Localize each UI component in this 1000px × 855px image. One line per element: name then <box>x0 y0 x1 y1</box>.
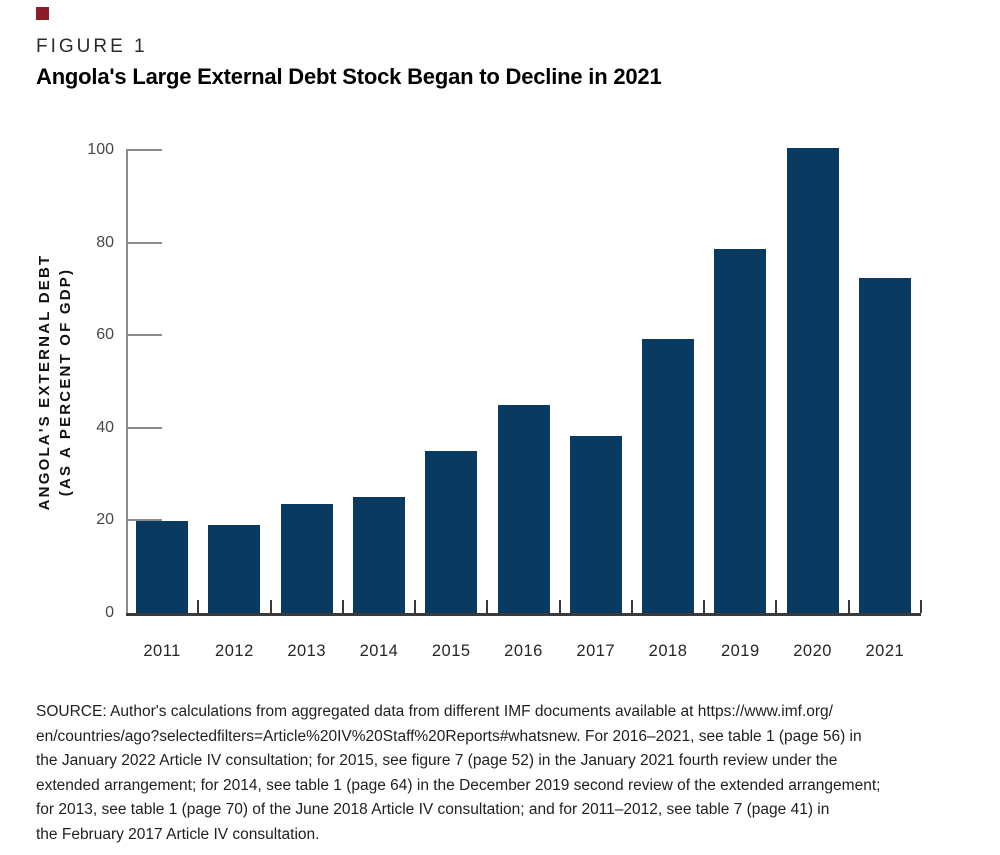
bar-2019 <box>714 249 767 613</box>
y-axis-title: ANGOLA'S EXTERNAL DEBT (AS A PERCENT OF … <box>36 253 74 510</box>
bar-2012 <box>208 525 261 613</box>
y-axis-line <box>126 150 128 613</box>
source-note: SOURCE: Author's calculations from aggre… <box>36 703 881 843</box>
y-axis-tick <box>126 241 162 244</box>
x-tick-label-2019: 2019 <box>720 642 760 660</box>
y-tick-label-80: 80 <box>96 233 114 251</box>
y-axis-tick <box>126 334 162 337</box>
x-axis-tick <box>197 600 200 613</box>
y-tick-label-40: 40 <box>96 418 114 436</box>
bar-2014 <box>352 497 405 613</box>
bar-2021 <box>858 277 911 613</box>
x-tick-label-2018: 2018 <box>648 642 688 660</box>
x-axis-tick <box>558 600 561 613</box>
y-axis-tick <box>126 519 162 522</box>
x-tick-label-2013: 2013 <box>287 642 327 660</box>
x-tick-label-2015: 2015 <box>431 642 471 660</box>
x-axis-tick <box>486 600 489 613</box>
x-tick-label-2014: 2014 <box>359 642 399 660</box>
x-axis-tick <box>414 600 417 613</box>
brand-square-icon <box>36 7 49 20</box>
x-tick-label-2017: 2017 <box>576 642 616 660</box>
y-axis-tick <box>126 426 162 429</box>
x-axis-tick <box>269 600 272 613</box>
bar-chart: ANGOLA'S EXTERNAL DEBT (AS A PERCENT OF … <box>36 141 922 660</box>
bar-2018 <box>642 338 695 613</box>
y-tick-label-60: 60 <box>96 326 114 344</box>
bar-2017 <box>569 436 622 613</box>
x-axis-tick <box>703 600 706 613</box>
bar-2015 <box>425 450 478 613</box>
x-axis-tick <box>920 600 922 613</box>
x-axis-tick <box>775 600 778 613</box>
x-tick-label-2012: 2012 <box>215 642 254 660</box>
y-axis-tick <box>126 149 162 151</box>
x-axis-tick <box>341 600 344 613</box>
x-tick-label-2011: 2011 <box>143 642 181 660</box>
x-tick-label-2016: 2016 <box>504 642 543 660</box>
y-tick-label-100: 100 <box>87 141 114 158</box>
x-tick-label-2020: 2020 <box>793 642 832 660</box>
y-tick-label-0: 0 <box>105 604 114 621</box>
x-axis-tick <box>630 600 633 613</box>
figure-title: Angola's Large External Debt Stock Began… <box>36 64 662 89</box>
bar-2013 <box>280 504 333 613</box>
bar-2011 <box>136 521 189 613</box>
x-tick-label-2021: 2021 <box>865 642 905 660</box>
x-axis-tick <box>847 600 850 613</box>
bar-2020 <box>786 147 839 613</box>
x-axis-line <box>126 613 921 616</box>
figure-number-label: FIGURE 1 <box>36 36 148 57</box>
y-tick-label-20: 20 <box>96 511 114 529</box>
bar-2016 <box>497 404 550 613</box>
